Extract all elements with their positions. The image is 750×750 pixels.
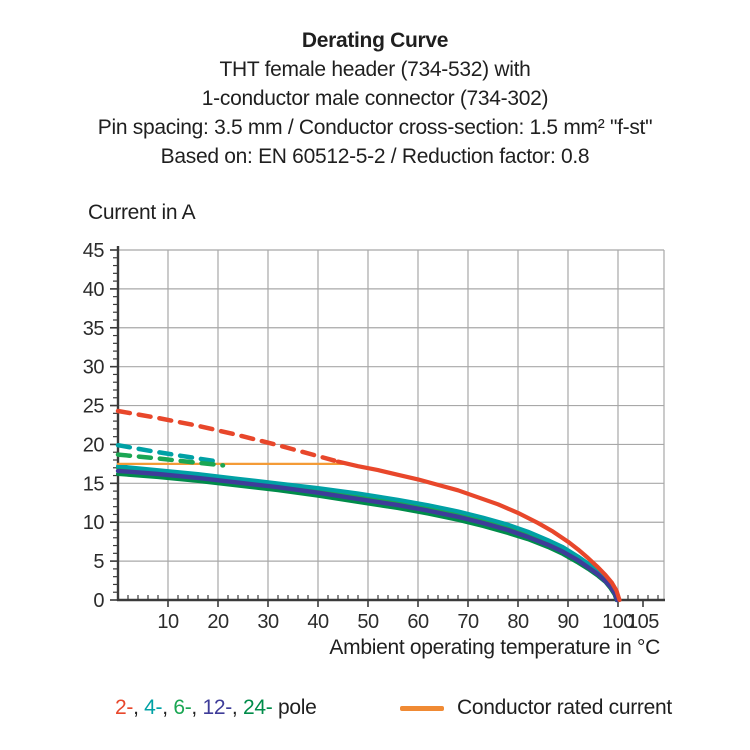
x-tick-label: 40 (307, 611, 329, 633)
y-axis-title: Current in A (88, 201, 196, 224)
y-tick-label: 5 (93, 551, 104, 573)
y-tick-label: 30 (83, 357, 105, 379)
x-tick-label: 60 (407, 611, 429, 633)
legend: 2-, 4-, 6-, 12-, 24- pole Conductor rate… (0, 696, 750, 726)
x-tick-label: 50 (357, 611, 379, 633)
x-tick-label: 100 (602, 611, 634, 633)
pole-legend-entry: 2- (115, 696, 134, 719)
pole-legend-suffix: pole (272, 696, 317, 719)
pole-legend: 2-, 4-, 6-, 12-, 24- pole (115, 696, 317, 720)
pole-legend-entry: 12- (202, 696, 232, 719)
12-pole-curve (115, 468, 620, 603)
y-tick-label: 15 (83, 473, 105, 495)
pole-legend-separator: , (162, 696, 174, 719)
x-tick-label: 90 (557, 611, 579, 633)
y-tick-label: 35 (83, 318, 105, 340)
y-tick-label: 25 (83, 396, 105, 418)
2-pole-above-rated-curve (115, 408, 341, 464)
chart-title: Derating Curve (301, 29, 449, 52)
2-pole-curve (335, 459, 622, 603)
x-axis-title: Ambient operating temperature in °C (329, 636, 660, 659)
y-tick-label: 20 (83, 434, 105, 456)
y-tick-label: 45 (83, 240, 105, 262)
rated-current-label: Conductor rated current (457, 696, 672, 719)
y-tick-label: 40 (83, 279, 105, 301)
y-tick-label: 10 (83, 512, 105, 534)
pole-legend-separator: , (133, 696, 145, 719)
4-pole-curve (116, 464, 620, 602)
pole-legend-entry: 6- (173, 696, 192, 719)
y-tick-label: 0 (93, 590, 104, 612)
6-pole-above-rated-curve (115, 452, 226, 468)
pole-legend-separator: , (231, 696, 243, 719)
chart-subtitle-line-2: 1-conductor male connector (734-302) (201, 87, 549, 110)
x-tick-label: 30 (257, 611, 279, 633)
x-tick-label: 105 (627, 611, 659, 633)
title-block: Derating Curve THT female header (734-53… (0, 26, 750, 171)
pole-legend-entry: 24- (243, 696, 273, 719)
x-tick-label: 20 (207, 611, 229, 633)
x-tick-label: 80 (507, 611, 529, 633)
pole-legend-separator: , (191, 696, 203, 719)
chart-subtitle-line-4: Based on: EN 60512-5-2 / Reduction facto… (160, 145, 590, 168)
x-tick-label: 70 (457, 611, 479, 633)
4-pole-above-rated-curve (115, 442, 221, 464)
rated-current-legend: Conductor rated current (400, 696, 672, 720)
x-tick-label: 10 (157, 611, 179, 633)
rated-current-swatch (400, 705, 444, 711)
chart-subtitle-line-3: Pin spacing: 3.5 mm / Conductor cross-se… (97, 116, 653, 139)
pole-legend-entry: 4- (144, 696, 163, 719)
chart-subtitle-line-1: THT female header (734-532) with (219, 58, 531, 81)
pole-legend-entries: 2-, 4-, 6-, 12-, 24- (115, 696, 273, 719)
